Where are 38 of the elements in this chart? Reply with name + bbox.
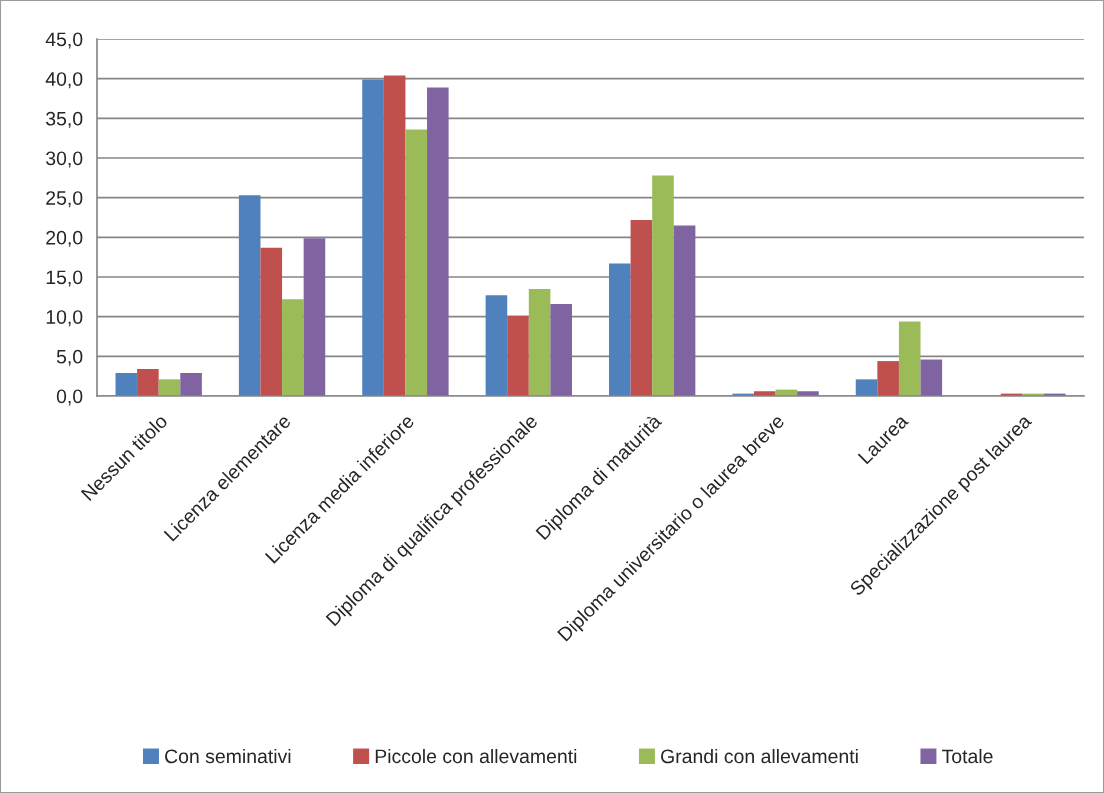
bar [260, 247, 283, 396]
bar [485, 295, 508, 396]
bar [877, 361, 899, 396]
bar [507, 315, 529, 396]
bar [652, 175, 674, 396]
bar [362, 79, 384, 396]
y-tick-label: 45,0 [45, 32, 83, 49]
bar [427, 87, 449, 396]
bar [550, 303, 572, 396]
bar [673, 225, 696, 396]
legend-label: Piccole con allevamenti [375, 748, 577, 764]
bar [238, 195, 261, 396]
bar [137, 369, 159, 396]
bar [528, 288, 551, 396]
y-tick-label: 30,0 [46, 151, 83, 168]
bar [855, 379, 878, 396]
y-tick-label: 5,0 [56, 349, 83, 366]
bar [630, 219, 653, 396]
legend-label: Con seminativi [165, 748, 291, 764]
y-tick-label: 35,0 [46, 111, 83, 128]
y-tick-label: 15,0 [46, 270, 83, 287]
bar [898, 321, 921, 396]
y-tick-label: 40,0 [45, 72, 83, 89]
bar [303, 238, 326, 396]
bar [180, 372, 202, 396]
bar [282, 299, 304, 396]
bar [158, 379, 181, 396]
y-tick-label: 10,0 [46, 310, 83, 327]
legend-label: Totale [942, 748, 993, 764]
bar [405, 129, 428, 396]
bar [383, 75, 406, 396]
legend-label: Grandi con allevamenti [661, 748, 858, 764]
y-tick-label: 0,0 [56, 389, 83, 406]
y-tick-label: 25,0 [46, 191, 83, 208]
bar [609, 263, 631, 396]
y-tick-label: 20,0 [46, 230, 83, 247]
bar [920, 359, 943, 396]
bar [115, 372, 138, 396]
